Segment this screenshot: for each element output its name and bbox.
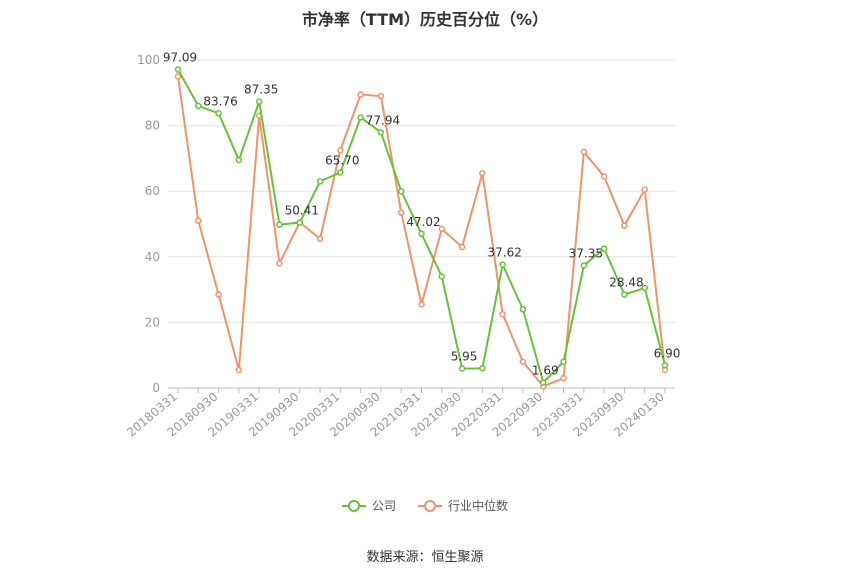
point-1-20180630 [195, 217, 202, 224]
point-0-20180930 [215, 110, 222, 117]
y-tick-label-40: 40 [145, 250, 160, 264]
point-0-20181231 [235, 156, 243, 164]
data-label-20190331: 87.35 [244, 82, 278, 96]
point-1-20210331 [418, 301, 425, 308]
point-0-20180331 [174, 66, 182, 73]
point-0-20230331 [580, 262, 588, 269]
line-chart: 0204060801002018033120180930201903312019… [124, 51, 681, 440]
y-tick-label-60: 60 [145, 184, 160, 198]
point-1-20200630 [357, 91, 364, 98]
point-0-20190331 [255, 98, 263, 105]
point-0-20190930 [296, 219, 303, 226]
y-tick-label-0: 0 [152, 381, 160, 395]
point-0-20230930 [621, 291, 628, 298]
legend-item-company[interactable]: 公司 [341, 497, 396, 514]
data-label-20190930: 50.41 [285, 204, 319, 218]
point-1-20230630 [600, 173, 608, 180]
point-0-20220630 [519, 306, 527, 313]
point-0-20240130 [661, 362, 669, 369]
point-0-20211231 [479, 365, 486, 372]
point-0-20230630 [600, 245, 608, 252]
series-lines [174, 66, 669, 390]
point-0-20191231 [316, 178, 324, 185]
point-0-20210331 [418, 230, 425, 238]
point-0-20220930 [540, 379, 547, 386]
point-1-20210630 [438, 225, 446, 233]
point-1-20181231 [235, 366, 243, 374]
legend: 公司 行业中位数 [0, 497, 850, 514]
point-0-20180630 [195, 102, 202, 110]
point-0-20220331 [499, 261, 506, 268]
point-1-20180331 [174, 73, 182, 80]
point-1-20201231 [397, 209, 405, 216]
point-0-20190630 [276, 221, 283, 228]
point-0-20200331 [337, 169, 344, 176]
point-1-20221231 [560, 374, 567, 382]
data-label-20240130: 6.90 [654, 346, 681, 360]
point-1-20191231 [316, 235, 324, 243]
legend-label-company: 公司 [371, 499, 396, 513]
point-1-20230331 [580, 148, 588, 156]
legend-item-industry-median[interactable]: 行业中位数 [418, 497, 508, 514]
data-label-20230331: 37.35 [569, 246, 603, 260]
legend-swatch-industry-median [418, 499, 442, 512]
data-label-20230930: 28.48 [609, 276, 643, 290]
data-source: 数据来源：恒生聚源 [366, 550, 484, 565]
point-0-20210930 [458, 365, 466, 372]
chart-title: 市净率（TTM）历史百分位（%） [301, 10, 549, 29]
data-label-20200930: 77.94 [366, 113, 400, 127]
point-1-20180930 [215, 291, 222, 298]
data-label-20180331: 97.09 [163, 51, 197, 65]
y-tick-label-80: 80 [145, 119, 160, 133]
grid-lines [168, 59, 675, 323]
data-label-20180930: 83.76 [203, 94, 237, 108]
point-1-20230930 [621, 222, 628, 229]
data-label-20210331: 47.02 [406, 215, 440, 229]
point-0-20201231 [397, 187, 405, 195]
data-label-20220930: 1.69 [532, 363, 559, 377]
point-0-20221231 [560, 358, 567, 366]
point-1-20190630 [276, 260, 283, 267]
point-1-20220331 [499, 310, 506, 318]
y-tick-label-20: 20 [145, 315, 160, 329]
point-0-20231231 [641, 284, 648, 292]
data-label-20220331: 37.62 [487, 246, 521, 260]
point-0-20210630 [438, 273, 446, 280]
point-1-20200930 [377, 92, 385, 100]
data-labels: 97.09 83.76 87.35 50.41 65.70 77.94 47.02 5.95 3… [163, 51, 681, 378]
point-0-20200930 [377, 129, 385, 136]
point-1-20210930 [458, 243, 466, 251]
point-0-20200630 [357, 114, 364, 121]
point-1-20211231 [479, 169, 486, 177]
legend-swatch-company [341, 499, 366, 512]
y-tick-label-100: 100 [137, 53, 160, 67]
data-label-20210930: 5.95 [451, 349, 478, 363]
point-1-20231231 [641, 186, 648, 193]
point-1-20220630 [519, 358, 527, 366]
legend-label-industry-median: 行业中位数 [448, 499, 509, 513]
point-1-20200331 [337, 146, 344, 154]
data-label-20200331: 65.70 [325, 154, 359, 168]
